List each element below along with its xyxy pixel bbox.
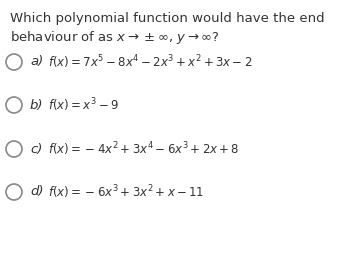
- Text: Which polynomial function would have the end: Which polynomial function would have the…: [10, 12, 325, 25]
- Text: behaviour of as $x \rightarrow \pm\infty$, $y \rightarrow \infty$?: behaviour of as $x \rightarrow \pm\infty…: [10, 29, 220, 46]
- Text: c): c): [30, 142, 42, 155]
- Text: $f(x) = 7x^5 - 8x^4 - 2x^3 + x^2 + 3x - 2$: $f(x) = 7x^5 - 8x^4 - 2x^3 + x^2 + 3x - …: [48, 53, 252, 71]
- Text: $f(x) = x^3 - 9$: $f(x) = x^3 - 9$: [48, 96, 119, 114]
- Text: d): d): [30, 186, 43, 198]
- Text: a): a): [30, 56, 43, 69]
- Text: b): b): [30, 98, 43, 112]
- Text: $f(x) = -4x^2 + 3x^4 - 6x^3 + 2x + 8$: $f(x) = -4x^2 + 3x^4 - 6x^3 + 2x + 8$: [48, 140, 240, 158]
- Text: $f(x) = -6x^3 + 3x^2 + x - 11$: $f(x) = -6x^3 + 3x^2 + x - 11$: [48, 183, 204, 201]
